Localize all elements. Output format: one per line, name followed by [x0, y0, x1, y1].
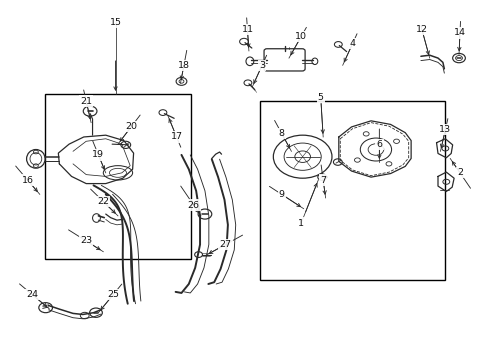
Text: 3: 3: [259, 61, 265, 70]
Text: 10: 10: [295, 32, 307, 41]
Text: 5: 5: [318, 93, 324, 102]
Text: 25: 25: [107, 290, 119, 299]
Text: 23: 23: [80, 237, 92, 246]
Text: 21: 21: [80, 96, 92, 105]
Text: 22: 22: [98, 197, 109, 206]
Text: 14: 14: [454, 28, 466, 37]
Text: 4: 4: [349, 39, 355, 48]
Text: 18: 18: [178, 61, 190, 70]
Text: 16: 16: [22, 176, 34, 185]
Text: 7: 7: [320, 176, 326, 185]
Text: 15: 15: [110, 18, 122, 27]
Text: 8: 8: [279, 129, 285, 138]
Text: 11: 11: [242, 25, 253, 34]
Text: 12: 12: [416, 25, 428, 34]
Text: 26: 26: [188, 201, 200, 210]
Text: 1: 1: [298, 219, 304, 228]
Text: 19: 19: [93, 150, 104, 159]
Text: 24: 24: [26, 290, 38, 299]
Text: 6: 6: [376, 140, 382, 149]
Text: 20: 20: [125, 122, 138, 131]
Text: 9: 9: [279, 190, 285, 199]
Text: 13: 13: [439, 125, 451, 134]
Bar: [45, 94, 191, 259]
Text: 17: 17: [171, 132, 183, 141]
Text: 2: 2: [457, 168, 463, 177]
Bar: [260, 101, 445, 280]
Text: 27: 27: [220, 240, 231, 249]
